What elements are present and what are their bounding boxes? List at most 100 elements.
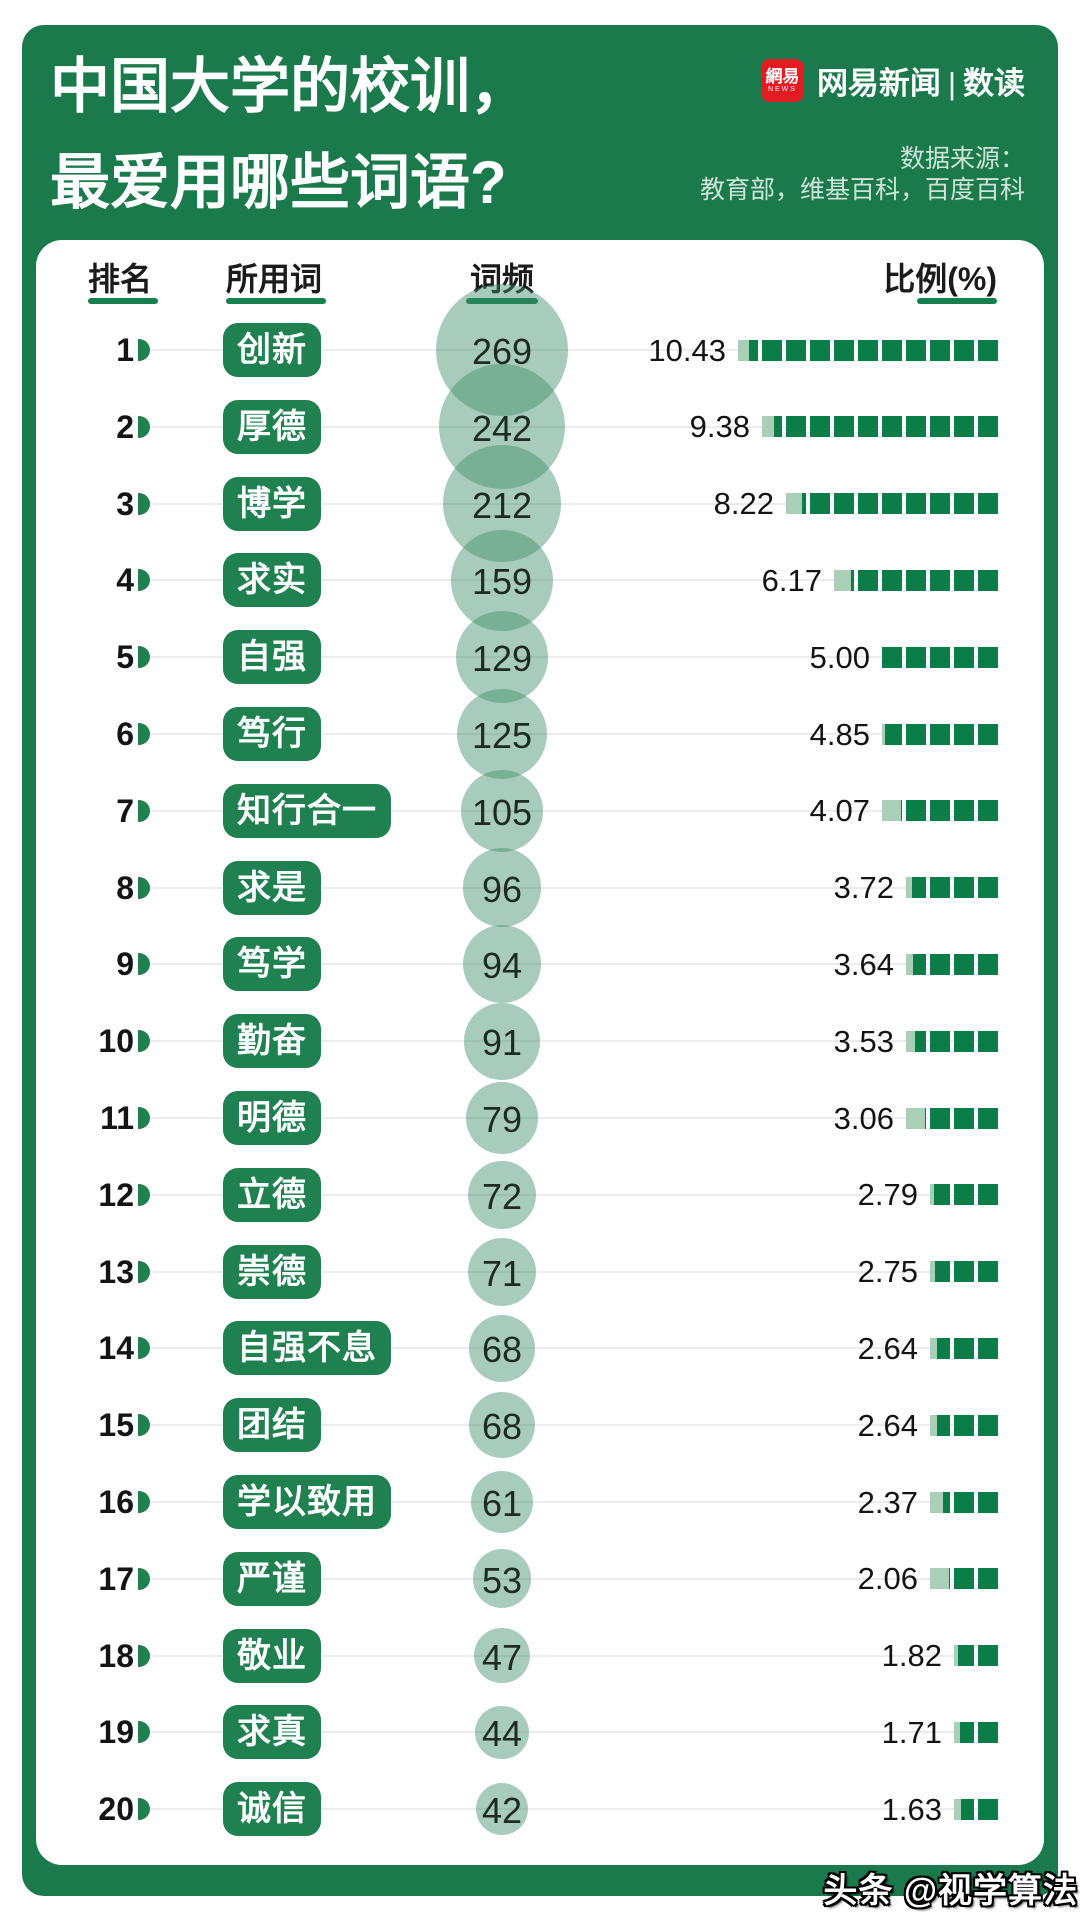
- frequency-value: 212: [471, 484, 533, 526]
- rank-marker-icon: [138, 1030, 150, 1053]
- rank-marker-icon: [138, 876, 150, 899]
- row-guide-line: [148, 1347, 998, 1350]
- full-square: [882, 493, 902, 515]
- full-square: [930, 800, 950, 822]
- rank-number: 5: [116, 639, 134, 676]
- ratio-squares: [738, 339, 998, 361]
- ratio-squares: [930, 1568, 998, 1590]
- full-square: [978, 1107, 998, 1129]
- full-square: [978, 339, 998, 361]
- full-square: [762, 339, 782, 361]
- partial-square: [882, 800, 902, 822]
- rank-number: 3: [116, 485, 134, 522]
- word-badge: 求实: [223, 553, 321, 608]
- header-underline: [88, 298, 158, 304]
- rank-marker-icon: [138, 646, 150, 669]
- brand-divider: |: [947, 66, 956, 101]
- rank-marker-icon: [138, 1721, 150, 1744]
- logo-subtext: NEWS: [767, 86, 797, 93]
- row-guide-line: [148, 1731, 998, 1734]
- full-square: [906, 493, 926, 515]
- ratio-bar: 3.64: [833, 946, 998, 982]
- full-square: [978, 1798, 998, 1820]
- partial-square: [786, 493, 806, 515]
- partial-square: [738, 339, 758, 361]
- partial-square: [954, 1645, 974, 1667]
- word-badge: 创新: [223, 323, 321, 377]
- ratio-squares: [882, 646, 998, 668]
- full-square: [906, 800, 926, 822]
- rank-number: 6: [116, 716, 134, 752]
- ratio-value: 1.63: [881, 1791, 942, 1827]
- brand-name: 网易新闻 | 数读: [817, 58, 1025, 103]
- brand-section: 数读: [963, 66, 1025, 101]
- column-header-ratio: 比例(%): [883, 261, 997, 297]
- full-square: [906, 723, 926, 745]
- ratio-value: 4.85: [809, 716, 870, 752]
- rank-marker-icon: [138, 1260, 150, 1283]
- frequency-bubble: [462, 848, 542, 928]
- ratio-squares: [906, 877, 998, 899]
- partial-square: [954, 1798, 974, 1820]
- full-square: [906, 569, 926, 591]
- frequency-bubble: [468, 1237, 536, 1306]
- row-guide-line: [148, 502, 998, 505]
- column-header-rank: 排名: [88, 261, 153, 297]
- full-square: [978, 1184, 998, 1206]
- rank-marker-icon: [138, 953, 150, 976]
- word-badge: 博学: [223, 476, 321, 531]
- row-guide-line: [148, 425, 998, 428]
- full-square: [882, 646, 902, 668]
- rank-marker-icon: [138, 1491, 150, 1513]
- ratio-squares: [906, 1030, 998, 1052]
- ratio-bar: 2.79: [858, 1179, 998, 1210]
- row-guide-line: [148, 579, 998, 582]
- partial-square: [930, 1568, 950, 1590]
- ratio-value: 8.22: [713, 486, 774, 522]
- rank-marker-icon: [138, 1798, 150, 1821]
- partial-square: [762, 416, 782, 438]
- ratio-bar: 1.82: [882, 1640, 998, 1671]
- rank-number: 12: [98, 1176, 134, 1213]
- partial-square: [930, 1491, 950, 1513]
- full-square: [930, 877, 950, 899]
- ratio-squares: [882, 723, 998, 745]
- full-square: [978, 1645, 998, 1667]
- ratio-value: 2.37: [857, 1484, 918, 1520]
- ratio-bar: 8.22: [713, 486, 998, 522]
- full-square: [930, 1107, 950, 1129]
- full-square: [954, 1107, 974, 1129]
- full-square: [978, 493, 998, 515]
- full-square: [810, 339, 830, 361]
- full-square: [978, 877, 998, 899]
- header-underline: [466, 298, 538, 304]
- full-square: [978, 1414, 998, 1436]
- word-badge: 知行合一: [223, 783, 391, 838]
- rank-marker-icon: [138, 1337, 150, 1360]
- ratio-value: 4.07: [809, 793, 870, 829]
- rank-number: 2: [116, 408, 134, 445]
- row-guide-line: [148, 1193, 998, 1196]
- rank-number: 11: [100, 1100, 134, 1136]
- ratio-value: 3.64: [833, 946, 894, 982]
- full-square: [978, 1491, 998, 1513]
- column-header-word: 所用词: [226, 261, 323, 297]
- frequency-bubble: [439, 364, 565, 490]
- full-square: [978, 416, 998, 438]
- partial-square: [906, 953, 926, 975]
- full-square: [954, 1030, 974, 1052]
- ratio-squares: [930, 1414, 998, 1436]
- full-square: [978, 1337, 998, 1359]
- ratio-value: 3.06: [833, 1100, 894, 1136]
- full-square: [954, 1261, 974, 1283]
- word-badge: 自强: [223, 630, 321, 685]
- word-badge: 立德: [223, 1167, 321, 1222]
- ratio-value: 3.53: [833, 1023, 894, 1059]
- ratio-value: 5.00: [809, 639, 870, 675]
- word-badge: 团结: [223, 1398, 321, 1453]
- watermark: 头条 @视学算法: [823, 1872, 1078, 1910]
- full-square: [930, 646, 950, 668]
- full-square: [954, 723, 974, 745]
- full-square: [978, 1030, 998, 1052]
- full-square: [810, 416, 830, 438]
